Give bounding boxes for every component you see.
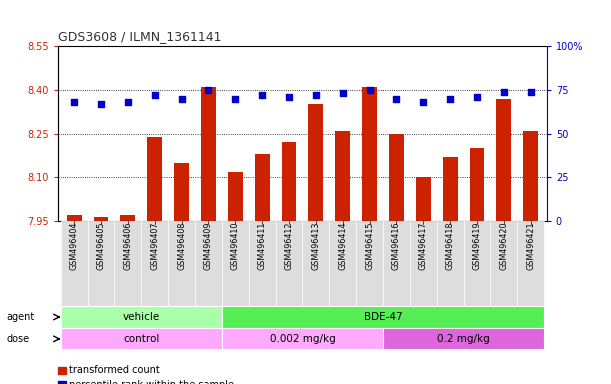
Bar — [60, 221, 87, 306]
Bar — [201, 87, 216, 221]
Bar — [222, 328, 383, 349]
Bar — [114, 221, 141, 306]
Point — [177, 96, 186, 102]
Text: GSM496411: GSM496411 — [258, 221, 266, 270]
Text: GSM496407: GSM496407 — [150, 221, 159, 270]
Bar — [60, 328, 222, 349]
Bar — [222, 221, 249, 306]
Bar — [518, 221, 544, 306]
Bar — [255, 154, 269, 221]
Bar — [497, 99, 511, 221]
Text: GDS3608 / ILMN_1361141: GDS3608 / ILMN_1361141 — [58, 30, 222, 43]
Text: GSM496406: GSM496406 — [123, 221, 133, 270]
Bar — [228, 172, 243, 221]
Text: dose: dose — [6, 334, 29, 344]
Point — [150, 92, 159, 98]
Bar — [329, 221, 356, 306]
Bar — [93, 217, 108, 221]
Point — [365, 87, 375, 93]
Bar — [276, 221, 302, 306]
Bar — [141, 221, 168, 306]
Bar — [410, 221, 437, 306]
Bar — [524, 131, 538, 221]
Bar — [416, 177, 431, 221]
Text: GSM496405: GSM496405 — [97, 221, 106, 270]
Text: vehicle: vehicle — [123, 312, 160, 322]
Text: GSM496419: GSM496419 — [472, 221, 481, 270]
Bar — [67, 215, 81, 221]
Bar — [437, 221, 464, 306]
Text: GSM496404: GSM496404 — [70, 221, 79, 270]
Bar — [443, 157, 458, 221]
Bar — [309, 104, 323, 221]
Bar — [147, 137, 162, 221]
Text: GSM496417: GSM496417 — [419, 221, 428, 270]
Bar — [249, 221, 276, 306]
Bar — [174, 163, 189, 221]
Text: GSM496409: GSM496409 — [204, 221, 213, 270]
Text: GSM496421: GSM496421 — [526, 221, 535, 270]
Text: control: control — [123, 334, 159, 344]
Text: GSM496413: GSM496413 — [312, 221, 320, 270]
Bar — [491, 221, 518, 306]
Bar — [383, 221, 410, 306]
Text: 0.2 mg/kg: 0.2 mg/kg — [437, 334, 490, 344]
Bar — [120, 215, 135, 221]
Point — [69, 99, 79, 105]
Text: 0.002 mg/kg: 0.002 mg/kg — [269, 334, 335, 344]
Point — [338, 90, 348, 96]
Bar — [389, 134, 404, 221]
Bar — [335, 131, 350, 221]
Point — [284, 94, 294, 100]
Point — [499, 89, 509, 95]
Text: GSM496412: GSM496412 — [285, 221, 293, 270]
Bar — [222, 306, 544, 328]
Point — [526, 89, 536, 95]
Bar — [302, 221, 329, 306]
Point — [230, 96, 240, 102]
Text: GSM496415: GSM496415 — [365, 221, 374, 270]
Bar — [168, 221, 195, 306]
Point — [419, 99, 428, 105]
Text: agent: agent — [6, 312, 34, 322]
Bar — [464, 221, 491, 306]
Point — [96, 101, 106, 107]
Bar — [470, 148, 485, 221]
Bar — [362, 87, 377, 221]
Point — [123, 99, 133, 105]
Bar — [195, 221, 222, 306]
Text: GSM496418: GSM496418 — [445, 221, 455, 270]
Text: GSM496408: GSM496408 — [177, 221, 186, 270]
Text: GSM496410: GSM496410 — [231, 221, 240, 270]
Text: BDE-47: BDE-47 — [364, 312, 402, 322]
Text: GSM496414: GSM496414 — [338, 221, 347, 270]
Text: transformed count: transformed count — [69, 365, 160, 375]
Text: percentile rank within the sample: percentile rank within the sample — [69, 380, 234, 384]
Text: GSM496416: GSM496416 — [392, 221, 401, 270]
Bar — [356, 221, 383, 306]
Point — [257, 92, 267, 98]
Bar — [383, 328, 544, 349]
Point — [203, 87, 213, 93]
Point — [472, 94, 482, 100]
Point — [392, 96, 401, 102]
Text: GSM496420: GSM496420 — [499, 221, 508, 270]
Bar — [282, 142, 296, 221]
Point — [311, 92, 321, 98]
Bar — [60, 306, 222, 328]
Bar — [87, 221, 114, 306]
Point — [445, 96, 455, 102]
